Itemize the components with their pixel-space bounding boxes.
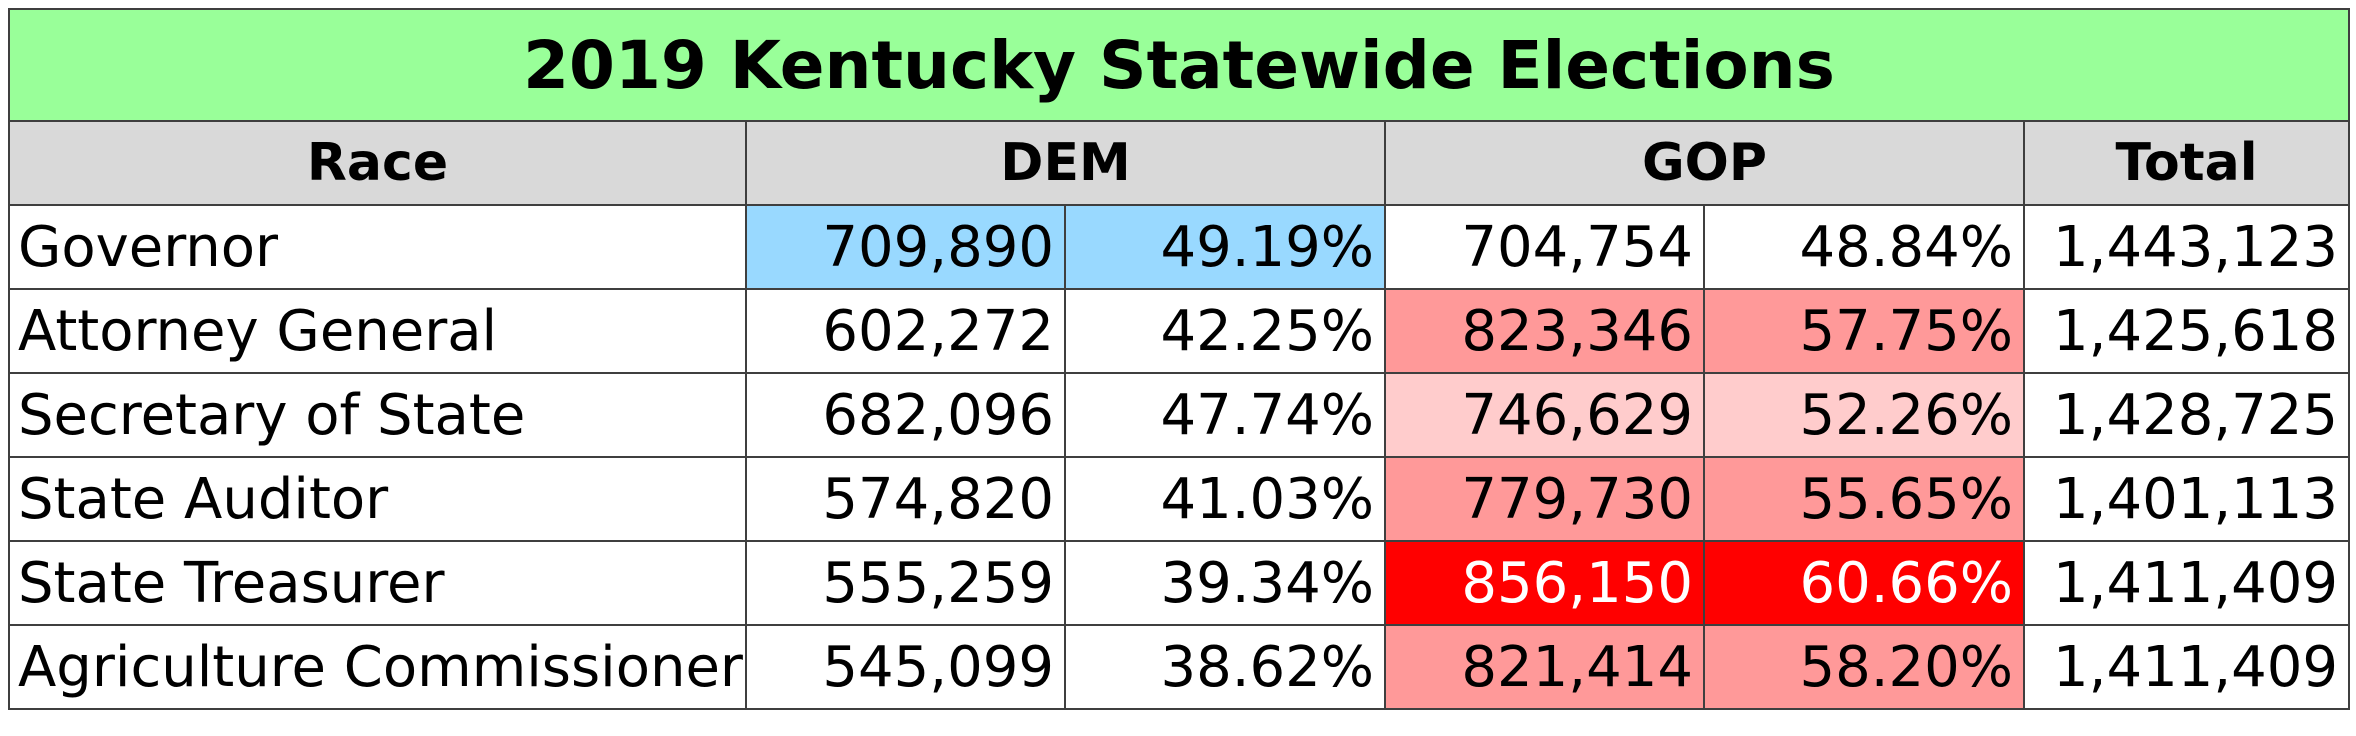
total-cell: 1,443,123 [2022,204,2351,290]
race-cell: Attorney General [8,288,747,374]
column-header-race: Race [8,120,747,206]
total-cell: 1,411,409 [2022,540,2351,626]
dem-pct-cell: 38.62% [1064,624,1386,710]
gop-pct-cell: 52.26% [1703,372,2025,458]
gop-pct-cell: 58.20% [1703,624,2025,710]
race-cell: Secretary of State [8,372,747,458]
race-cell: Agriculture Commissioner [8,624,747,710]
race-cell: Governor [8,204,747,290]
dem-pct-cell: 41.03% [1064,456,1386,542]
dem-pct-cell: 49.19% [1064,204,1386,290]
dem-votes-cell: 545,099 [745,624,1066,710]
total-cell: 1,411,409 [2022,624,2351,710]
gop-pct-cell: 48.84% [1703,204,2025,290]
table-row: State Auditor 574,820 41.03% 779,730 55.65% 1… [8,456,2351,542]
race-cell: State Treasurer [8,540,747,626]
table-row: State Treasurer 555,259 39.34% 856,150 60.66… [8,540,2351,626]
results-table: 2019 Kentucky Statewide Elections Race D… [7,8,2351,710]
table-row: Secretary of State 682,096 47.74% 746,629 52… [8,372,2351,458]
table-row: Agriculture Commissioner 545,099 38.62% 821… [8,624,2351,710]
gop-votes-cell: 746,629 [1384,372,1705,458]
dem-votes-cell: 602,272 [745,288,1066,374]
gop-votes-cell: 704,754 [1384,204,1705,290]
dem-votes-cell: 555,259 [745,540,1066,626]
total-cell: 1,428,725 [2022,372,2351,458]
total-cell: 1,425,618 [2022,288,2351,374]
dem-pct-cell: 42.25% [1064,288,1386,374]
gop-votes-cell: 779,730 [1384,456,1705,542]
gop-votes-cell: 856,150 [1384,540,1705,626]
gop-pct-cell: 57.75% [1703,288,2025,374]
header-row: Race DEM GOP Total [8,120,2351,206]
column-header-total: Total [2022,120,2351,206]
dem-votes-cell: 682,096 [745,372,1066,458]
table-row: Governor 709,890 49.19% 704,754 48.84% 1,443,… [8,204,2351,290]
gop-votes-cell: 823,346 [1384,288,1705,374]
column-header-gop: GOP [1384,120,2025,206]
total-cell: 1,401,113 [2022,456,2351,542]
gop-pct-cell: 60.66% [1703,540,2025,626]
race-cell: State Auditor [8,456,747,542]
dem-pct-cell: 39.34% [1064,540,1386,626]
results-table-container: 2019 Kentucky Statewide Elections Race D… [7,8,2351,710]
dem-pct-cell: 47.74% [1064,372,1386,458]
table-title: 2019 Kentucky Statewide Elections [7,8,2351,122]
dem-votes-cell: 574,820 [745,456,1066,542]
gop-pct-cell: 55.65% [1703,456,2025,542]
dem-votes-cell: 709,890 [745,204,1066,290]
title-row: 2019 Kentucky Statewide Elections [7,8,2351,122]
column-header-dem: DEM [745,120,1386,206]
gop-votes-cell: 821,414 [1384,624,1705,710]
table-row: Attorney General 602,272 42.25% 823,346 57.7… [8,288,2351,374]
